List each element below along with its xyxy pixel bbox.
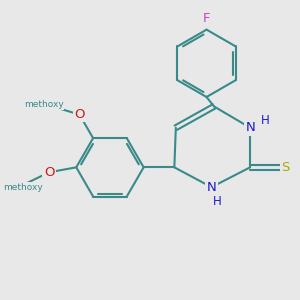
Text: S: S (282, 161, 290, 174)
Text: N: N (207, 181, 216, 194)
Text: N: N (245, 121, 255, 134)
Text: methoxy: methoxy (3, 183, 43, 192)
Text: H: H (213, 194, 222, 208)
Text: H: H (261, 114, 269, 127)
Text: O: O (44, 166, 54, 179)
Text: methoxy: methoxy (24, 100, 64, 109)
Text: F: F (203, 12, 210, 25)
Text: O: O (74, 108, 85, 121)
